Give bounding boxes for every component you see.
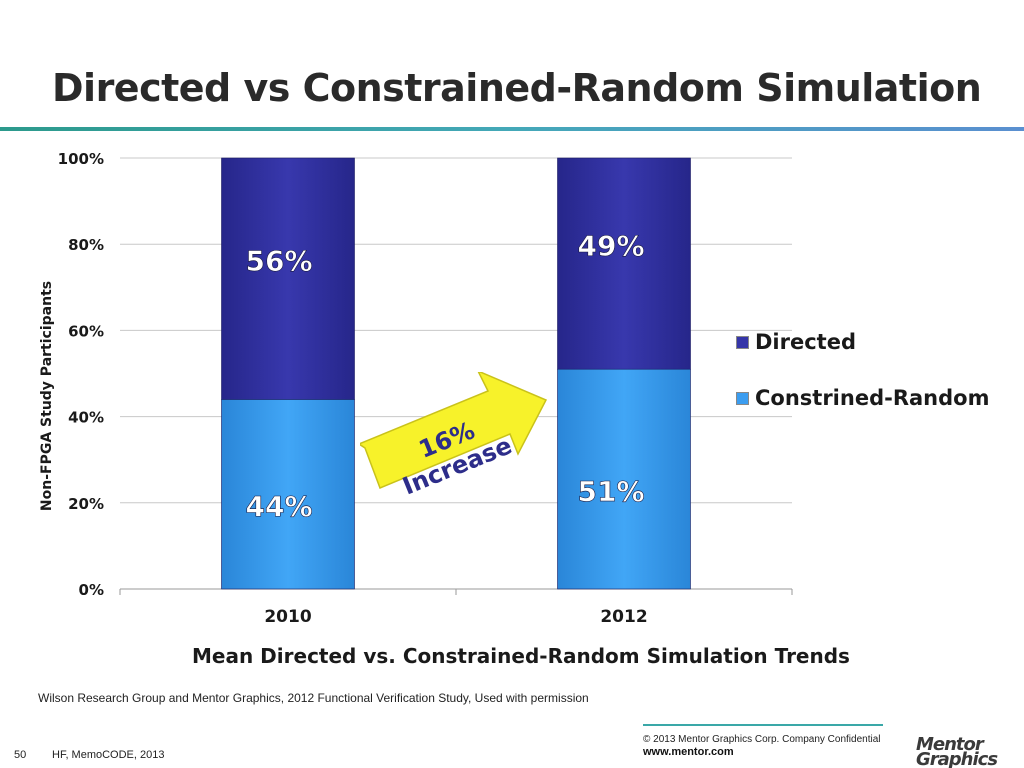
y-tick-labels: 0% 20% 40% 60% 80% 100% (58, 150, 104, 599)
y-tick-label: 100% (58, 150, 104, 168)
bar-2012-directed (557, 157, 691, 370)
legend-item-constrained-random: Constrined-Random (736, 386, 989, 410)
y-axis-label: Non-FPGA Study Participants (39, 281, 55, 511)
y-tick-label: 60% (68, 322, 104, 340)
y-tick-label: 0% (79, 581, 104, 599)
data-label: 49% (577, 230, 644, 263)
footer-event: HF, MemoCODE, 2013 (52, 749, 165, 761)
x-axis-label: Mean Directed vs. Constrained-Random Sim… (192, 644, 850, 668)
footer-copyright: © 2013 Mentor Graphics Corp. Company Con… (643, 734, 881, 745)
legend-item-directed: Directed (736, 330, 856, 354)
slide-title: Directed vs Constrained-Random Simulatio… (52, 66, 982, 110)
footer-rule (643, 724, 883, 726)
page-number: 50 (14, 749, 27, 761)
legend-label-directed: Directed (755, 330, 856, 354)
bars (221, 157, 691, 590)
bar-2010-constrined-random (221, 399, 355, 590)
title-rule (0, 127, 1024, 131)
mentor-graphics-logo: Mentor Graphics (916, 734, 998, 768)
logo-line-1: Mentor (916, 734, 984, 755)
x-tick-label: 2012 (600, 607, 647, 627)
bar-2010-directed (221, 157, 355, 400)
legend-swatch-directed (736, 335, 749, 349)
increase-arrow-callout (360, 372, 548, 489)
logo-line-2: Graphics (916, 749, 998, 768)
footer-url: www.mentor.com (643, 746, 734, 758)
source-note: Wilson Research Group and Mentor Graphic… (38, 691, 589, 705)
data-label: 56% (245, 245, 312, 278)
y-tick-label: 20% (68, 495, 104, 513)
data-labels: 44% 56% 51% 49% (245, 229, 645, 523)
legend-label-constrained-random: Constrined-Random (755, 386, 990, 410)
y-tick-label: 80% (68, 236, 104, 254)
legend-swatch-constrained-random (736, 391, 749, 405)
x-tick-labels: 2010 2012 (264, 607, 647, 627)
y-tick-label: 40% (68, 409, 104, 427)
x-tick-label: 2010 (264, 607, 311, 627)
data-label: 51% (577, 475, 644, 508)
bar-2012-constrined-random (557, 368, 691, 590)
data-label: 44% (245, 490, 312, 523)
